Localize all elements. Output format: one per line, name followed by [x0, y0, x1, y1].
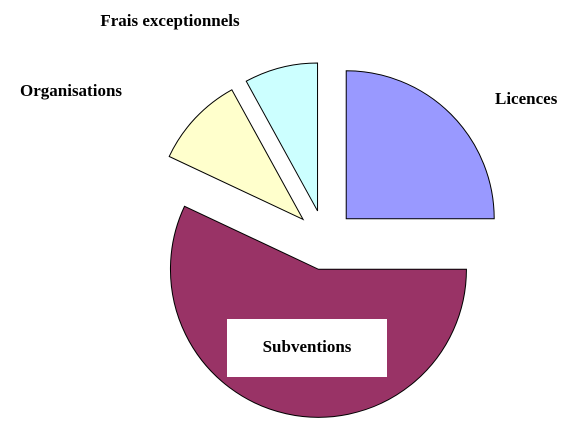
pie-slice [170, 205, 467, 418]
pie-slice [245, 62, 319, 212]
slice-label: Licences [495, 89, 558, 108]
slice-label: Frais exceptionnels [100, 11, 240, 30]
pie-slice [168, 89, 305, 221]
pie-slice [345, 70, 495, 220]
label-box [227, 319, 387, 377]
slice-label: Organisations [20, 81, 122, 100]
slice-label: Subventions [263, 337, 352, 356]
